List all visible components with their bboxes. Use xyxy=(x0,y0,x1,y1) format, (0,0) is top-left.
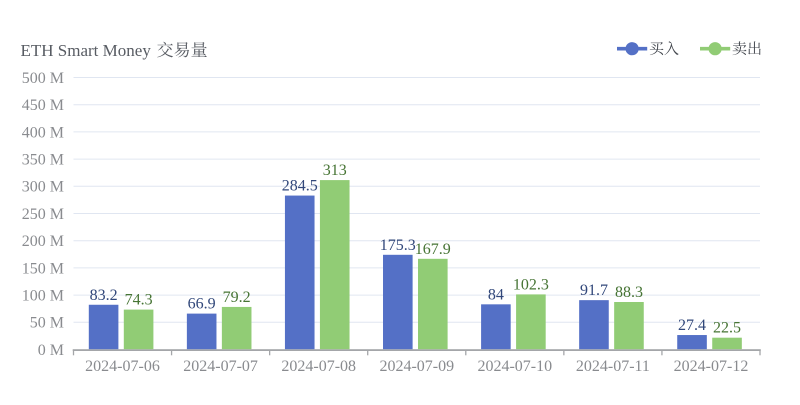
svg-text:2024-07-11: 2024-07-11 xyxy=(576,358,650,375)
svg-text:88.3: 88.3 xyxy=(615,284,643,301)
svg-text:2024-07-12: 2024-07-12 xyxy=(674,358,749,375)
svg-text:22.5: 22.5 xyxy=(713,320,741,337)
svg-text:84: 84 xyxy=(488,286,504,303)
svg-text:150 M: 150 M xyxy=(22,260,64,277)
svg-text:200 M: 200 M xyxy=(22,233,64,250)
svg-text:313: 313 xyxy=(323,162,347,179)
svg-text:50 M: 50 M xyxy=(30,315,64,332)
svg-text:100 M: 100 M xyxy=(22,288,64,305)
svg-text:2024-07-07: 2024-07-07 xyxy=(183,358,258,375)
svg-text:175.3: 175.3 xyxy=(380,237,416,254)
svg-text:2024-07-09: 2024-07-09 xyxy=(379,358,454,375)
svg-text:0 M: 0 M xyxy=(38,342,64,359)
svg-text:ETH Smart Money: ETH Smart Money xyxy=(21,41,152,60)
svg-text:74.3: 74.3 xyxy=(125,292,153,309)
svg-text:66.9: 66.9 xyxy=(188,296,216,313)
svg-text:2024-07-10: 2024-07-10 xyxy=(477,358,552,375)
svg-text:284.5: 284.5 xyxy=(282,178,318,195)
svg-text:91.7: 91.7 xyxy=(580,282,608,299)
svg-text:2024-07-06: 2024-07-06 xyxy=(85,358,160,375)
svg-text:102.3: 102.3 xyxy=(513,276,549,293)
svg-text:350 M: 350 M xyxy=(22,152,64,169)
svg-text:83.2: 83.2 xyxy=(90,287,118,304)
svg-text:250 M: 250 M xyxy=(22,206,64,223)
svg-text:300 M: 300 M xyxy=(22,179,64,196)
svg-text:79.2: 79.2 xyxy=(223,289,251,306)
svg-text:500 M: 500 M xyxy=(22,70,64,87)
svg-text:450 M: 450 M xyxy=(22,97,64,114)
svg-text:27.4: 27.4 xyxy=(678,317,706,334)
svg-text:167.9: 167.9 xyxy=(415,241,451,258)
svg-text:400 M: 400 M xyxy=(22,124,64,141)
svg-text:2024-07-08: 2024-07-08 xyxy=(281,358,356,375)
